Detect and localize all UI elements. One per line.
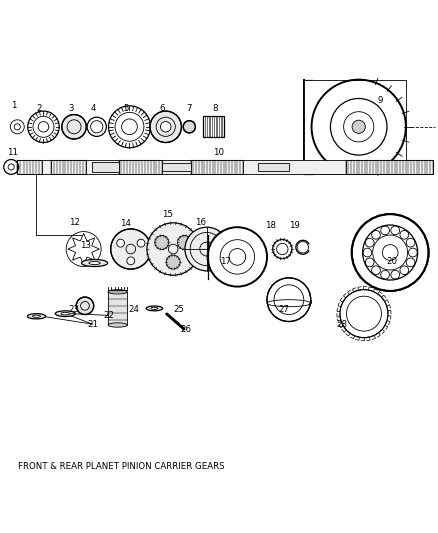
Text: 11: 11: [7, 149, 18, 157]
Ellipse shape: [146, 306, 162, 311]
Bar: [346, 160, 433, 174]
Ellipse shape: [108, 323, 127, 327]
Text: 17: 17: [220, 257, 231, 266]
Text: 21: 21: [87, 320, 98, 329]
Text: 2: 2: [36, 104, 42, 113]
Circle shape: [160, 122, 171, 132]
Bar: [92, 162, 119, 172]
Text: 4: 4: [91, 104, 96, 113]
Text: FRONT & REAR PLANET PINION CARRIER GEARS: FRONT & REAR PLANET PINION CARRIER GEARS: [18, 462, 225, 471]
Bar: [108, 292, 127, 325]
Text: 5: 5: [124, 104, 129, 113]
Ellipse shape: [151, 308, 158, 310]
Text: 18: 18: [265, 221, 276, 230]
Text: 27: 27: [278, 305, 289, 314]
Bar: [203, 116, 224, 138]
Circle shape: [208, 227, 267, 287]
Circle shape: [352, 120, 365, 133]
Circle shape: [62, 115, 86, 139]
Text: 23: 23: [68, 305, 80, 314]
Ellipse shape: [61, 312, 70, 315]
Bar: [258, 163, 289, 171]
Ellipse shape: [32, 315, 40, 317]
Text: 20: 20: [386, 257, 397, 266]
Ellipse shape: [89, 262, 100, 264]
Text: 1: 1: [11, 101, 17, 110]
Circle shape: [76, 297, 94, 314]
Text: 28: 28: [337, 320, 348, 329]
Bar: [17, 160, 42, 174]
Ellipse shape: [108, 289, 127, 294]
Text: 24: 24: [128, 305, 139, 314]
Text: 6: 6: [159, 104, 165, 113]
Bar: [119, 160, 162, 174]
Circle shape: [155, 236, 169, 249]
Ellipse shape: [55, 311, 75, 317]
Text: 26: 26: [181, 325, 192, 334]
Circle shape: [147, 223, 199, 275]
Bar: [51, 160, 86, 174]
Bar: [162, 163, 191, 171]
Circle shape: [150, 111, 181, 142]
Text: 15: 15: [162, 211, 173, 220]
Circle shape: [267, 278, 311, 321]
Circle shape: [166, 255, 180, 269]
Circle shape: [127, 257, 135, 265]
Text: 7: 7: [187, 104, 192, 113]
Circle shape: [137, 239, 145, 247]
Circle shape: [177, 236, 191, 249]
Text: 12: 12: [69, 219, 81, 228]
Circle shape: [117, 239, 124, 247]
Text: 8: 8: [212, 104, 217, 113]
Bar: [304, 79, 406, 174]
Circle shape: [185, 227, 229, 271]
Text: 22: 22: [103, 311, 114, 320]
Bar: [191, 160, 243, 174]
Text: 3: 3: [69, 104, 74, 113]
Text: 14: 14: [120, 219, 131, 228]
Circle shape: [111, 229, 151, 269]
Circle shape: [352, 214, 428, 291]
Ellipse shape: [81, 260, 108, 266]
Text: 19: 19: [289, 221, 300, 230]
Text: 13: 13: [80, 241, 92, 250]
Ellipse shape: [27, 313, 46, 319]
Bar: [17, 160, 433, 174]
Text: 25: 25: [173, 305, 184, 314]
Circle shape: [183, 120, 195, 133]
Text: 9: 9: [378, 96, 383, 105]
Text: 10: 10: [213, 149, 225, 157]
Text: 16: 16: [195, 219, 206, 228]
